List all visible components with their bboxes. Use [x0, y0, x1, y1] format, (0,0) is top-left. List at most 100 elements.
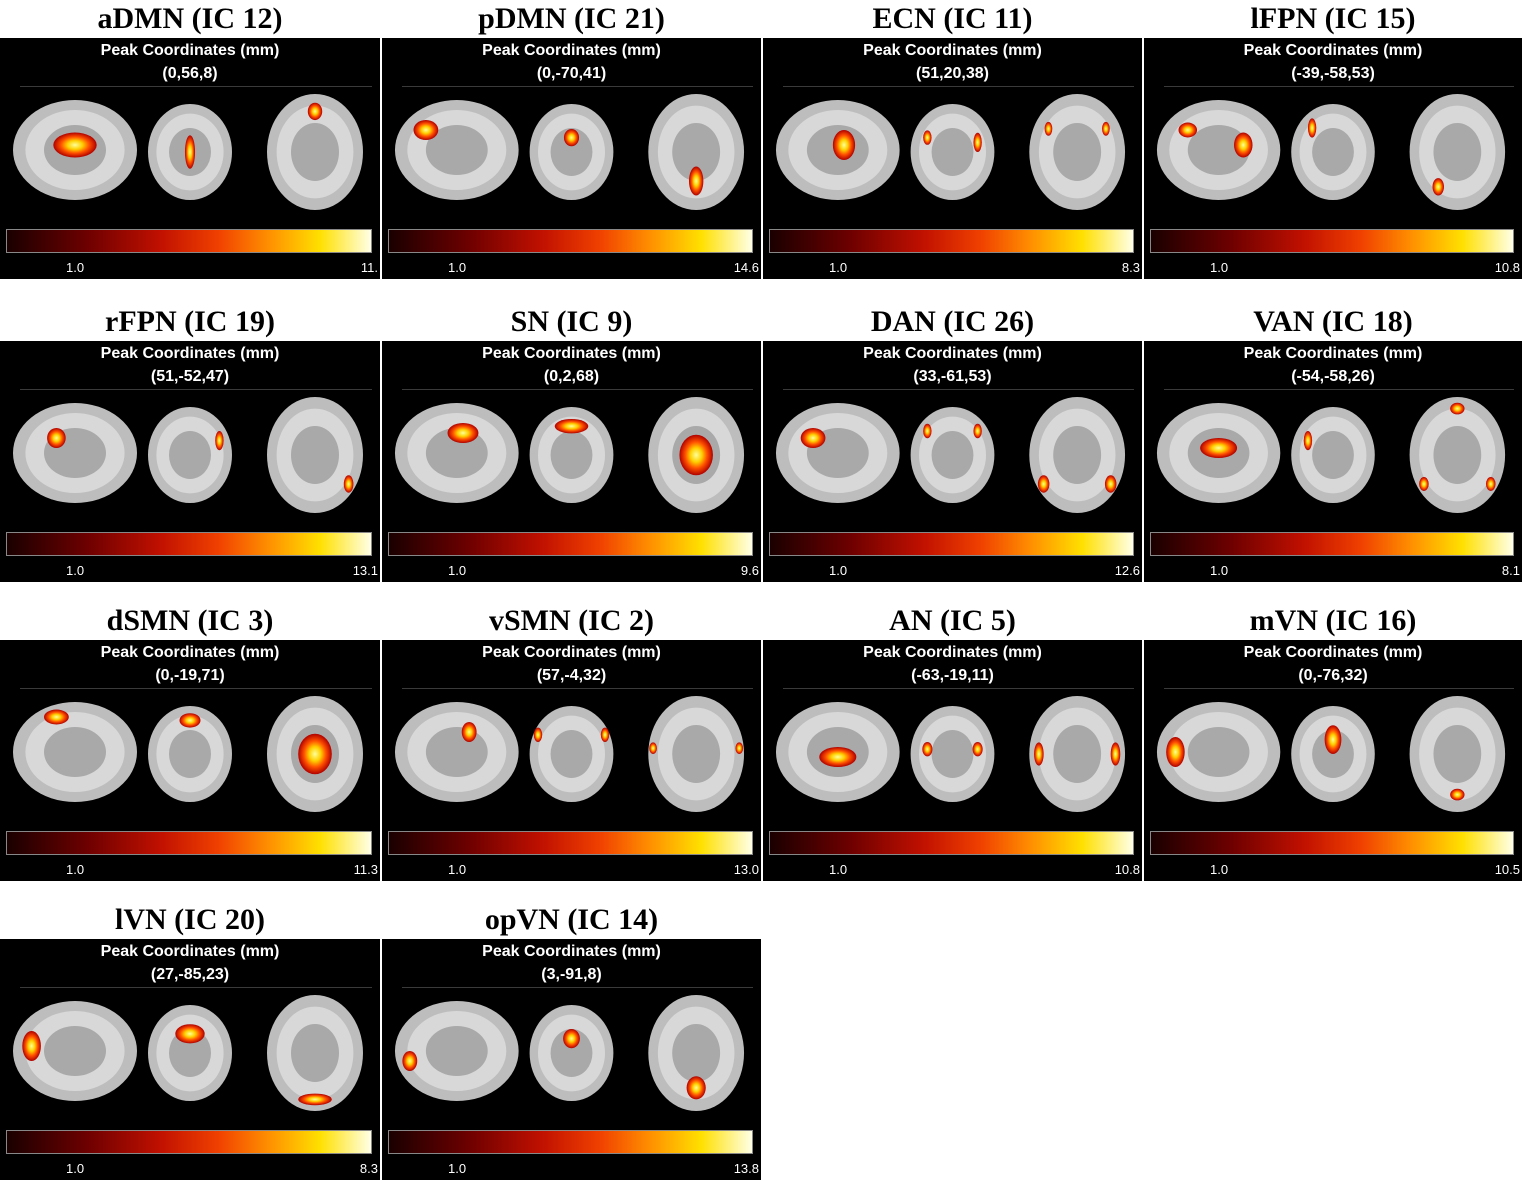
- colorbar-max-label: 13.0: [733, 862, 759, 877]
- activation-blob: [649, 742, 657, 754]
- colorbar-min-label: 1.0: [66, 862, 85, 877]
- brain-map-panel: Peak Coordinates (mm) (-39,-58,53) 1.0 10.8: [1144, 38, 1522, 279]
- coronal-slice: [529, 1005, 614, 1101]
- activation-blob: [298, 1093, 332, 1106]
- peak-coordinates-value: (0,2,68): [543, 368, 600, 385]
- axial-slice: [1029, 696, 1126, 812]
- activation-blob: [1200, 438, 1238, 458]
- activation-blob: [402, 1051, 418, 1071]
- colorbar-max-label: 13.8: [733, 1161, 759, 1176]
- network-title: lFPN (IC 15): [1250, 2, 1416, 35]
- brain-map-panel: Peak Coordinates (mm) (0,56,8) 1.0 11.: [0, 38, 380, 279]
- brain-slices: [763, 692, 1142, 822]
- brain-slices: [763, 90, 1142, 220]
- activation-blob: [1485, 477, 1496, 491]
- brain-slices: [382, 393, 761, 523]
- activation-blob: [179, 713, 201, 728]
- peak-coordinates-value: (0,56,8): [162, 65, 218, 82]
- sagittal-slice: [394, 702, 519, 802]
- sagittal-slice: [394, 403, 519, 503]
- coronal-slice: [1291, 706, 1375, 802]
- brain-map-panel: Peak Coordinates (mm) (3,-91,8) 1.0 13.8: [382, 939, 761, 1180]
- peak-coordinates-value: (51,-52,47): [150, 368, 230, 385]
- peak-coordinates-value: (57,-4,32): [536, 667, 607, 684]
- sagittal-slice: [1156, 100, 1281, 200]
- axial-slice: [648, 995, 745, 1111]
- activation-blob: [554, 419, 589, 434]
- axial-slice: [1409, 696, 1506, 812]
- colorbar-min-label: 1.0: [66, 260, 85, 275]
- colorbar-max-label: 8.1: [1501, 563, 1520, 578]
- axial-slice: [648, 94, 745, 210]
- divider: [402, 86, 753, 87]
- colorbar-min-label: 1.0: [448, 563, 467, 578]
- activation-blob: [1419, 477, 1429, 491]
- colorbar: [769, 831, 1134, 855]
- peak-coordinates-label: Peak Coordinates (mm): [100, 943, 280, 960]
- colorbar-max-label: 13.1: [352, 563, 378, 578]
- sagittal-slice: [13, 702, 137, 802]
- peak-coordinates-label: Peak Coordinates (mm): [863, 42, 1042, 59]
- colorbar-max-label: 10.5: [1494, 862, 1520, 877]
- axial-slice: [267, 94, 363, 210]
- brain-slices: [763, 393, 1142, 523]
- peak-coordinates-value: (33,-61,53): [913, 368, 992, 385]
- network-panel: lFPN (IC 15) Peak Coordinates (mm) (-39,-5…: [1144, 2, 1522, 279]
- peak-coordinates-label: Peak Coordinates (mm): [482, 345, 661, 362]
- brain-map-panel: Peak Coordinates (mm) (0,-19,71) 1.0 11.3: [0, 640, 380, 881]
- divider: [402, 987, 753, 988]
- brain-map-panel: Peak Coordinates (mm) (33,-61,53) 1.0 12.6: [763, 341, 1142, 582]
- brain-slices: [0, 692, 380, 822]
- colorbar-max-label: 11.3: [353, 862, 378, 877]
- sagittal-slice: [1156, 702, 1281, 802]
- coronal-slice: [529, 104, 614, 200]
- sagittal-slice: [13, 403, 137, 503]
- activation-blob: [215, 431, 224, 451]
- coronal-slice: [148, 706, 232, 802]
- activation-blob: [563, 128, 580, 147]
- peak-coordinates-label: Peak Coordinates (mm): [482, 644, 661, 661]
- brain-map-panel: Peak Coordinates (mm) (-63,-19,11) 1.0 10.8: [763, 640, 1142, 881]
- activation-blob: [1432, 178, 1444, 196]
- brain-map-panel: Peak Coordinates (mm) (51,20,38) 1.0 8.3: [763, 38, 1142, 279]
- activation-blob: [307, 102, 323, 121]
- coronal-slice: [529, 407, 614, 503]
- colorbar: [388, 831, 753, 855]
- brain-slices: [1144, 692, 1522, 822]
- peak-coordinates-value: (3,-91,8): [541, 966, 602, 983]
- network-panel: pDMN (IC 21) Peak Coordinates (mm) (0,-70,…: [382, 2, 761, 279]
- activation-blob: [1034, 742, 1044, 766]
- network-title: VAN (IC 18): [1253, 305, 1413, 338]
- colorbar: [769, 229, 1134, 253]
- peak-coordinates-value: (0,-19,71): [155, 667, 225, 684]
- activation-blob: [1450, 402, 1465, 415]
- colorbar-max-label: 8.3: [1121, 260, 1140, 275]
- axial-slice: [648, 696, 745, 812]
- colorbar-max-label: 12.6: [1114, 563, 1140, 578]
- network-title: vSMN (IC 2): [489, 604, 654, 637]
- network-title: DAN (IC 26): [870, 305, 1035, 338]
- colorbar: [1150, 229, 1514, 253]
- colorbar: [769, 532, 1134, 556]
- activation-blob: [461, 722, 477, 742]
- peak-coordinates-label: Peak Coordinates (mm): [100, 42, 280, 59]
- coronal-slice: [148, 1005, 232, 1101]
- colorbar: [388, 532, 753, 556]
- activation-blob: [1104, 475, 1117, 493]
- divider: [783, 389, 1134, 390]
- colorbar-max-label: 10.8: [1114, 862, 1140, 877]
- brain-map-panel: Peak Coordinates (mm) (0,-76,32) 1.0 10.5: [1144, 640, 1522, 881]
- network-panel: vSMN (IC 2) Peak Coordinates (mm) (57,-4,3…: [382, 604, 761, 881]
- coronal-slice: [910, 706, 995, 802]
- network-title: mVN (IC 16): [1249, 604, 1417, 637]
- activation-blob: [686, 1076, 706, 1100]
- network-title: pDMN (IC 21): [478, 2, 665, 35]
- network-panel: SN (IC 9) Peak Coordinates (mm) (0,2,68) 1.…: [382, 305, 761, 582]
- network-panel: lVN (IC 20) Peak Coordinates (mm) (27,-85,…: [0, 903, 380, 1180]
- colorbar-min-label: 1.0: [448, 1161, 467, 1176]
- coronal-slice: [1291, 104, 1375, 200]
- activation-blob: [343, 475, 354, 493]
- brain-slices: [0, 393, 380, 523]
- network-title: lVN (IC 20): [115, 903, 265, 936]
- divider: [20, 389, 372, 390]
